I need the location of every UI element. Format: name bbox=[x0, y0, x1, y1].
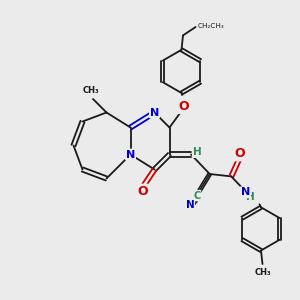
Text: O: O bbox=[235, 147, 245, 161]
Text: C: C bbox=[193, 190, 200, 201]
Text: H: H bbox=[246, 191, 255, 202]
Text: N: N bbox=[126, 149, 135, 160]
Text: O: O bbox=[137, 184, 148, 198]
Text: CH₃: CH₃ bbox=[255, 268, 272, 277]
Text: N: N bbox=[150, 107, 159, 118]
Text: CH₃: CH₃ bbox=[82, 86, 99, 95]
Text: N: N bbox=[241, 187, 250, 197]
Text: CH₂CH₃: CH₂CH₃ bbox=[198, 22, 225, 28]
Text: H: H bbox=[193, 147, 202, 157]
Text: N: N bbox=[185, 200, 194, 210]
Text: O: O bbox=[178, 100, 189, 113]
